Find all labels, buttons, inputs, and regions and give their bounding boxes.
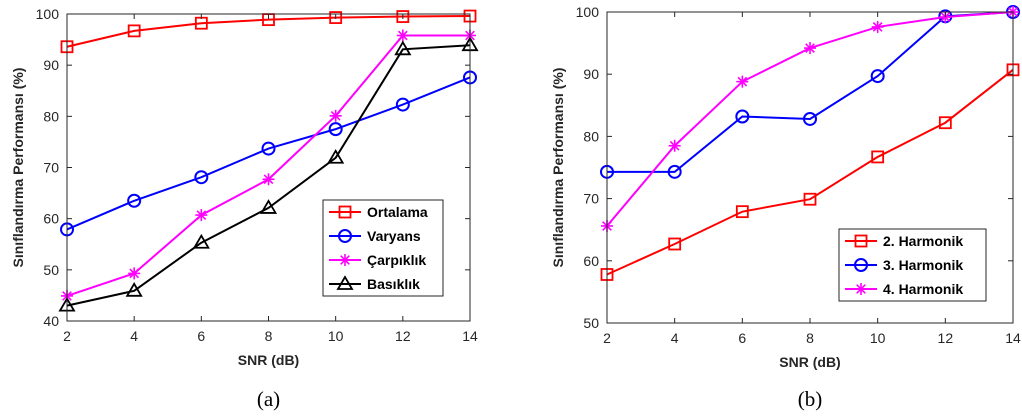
data-point-b-1-2 (668, 237, 682, 251)
legend-label-b-2: 3. Harmonik (883, 257, 963, 273)
data-point-a-2-3 (194, 170, 209, 185)
data-point-b-1-5 (871, 150, 885, 164)
y-tick-label-a: 80 (43, 108, 59, 124)
data-point-a-3-6 (396, 29, 409, 42)
x-tick-label-a: 14 (462, 328, 478, 344)
data-point-b-3-2 (668, 139, 681, 152)
x-tick-label-a: 10 (328, 328, 344, 344)
data-point-a-1-6 (396, 10, 410, 23)
y-tick-label-a: 100 (36, 6, 60, 22)
y-axis-label-a: Sınıflandırma Performansı (%) (10, 68, 26, 268)
data-point-a-3-4 (262, 173, 275, 186)
panel-caption-a: (a) (257, 387, 280, 411)
legend-b: 2. Harmonik 3. Harmonik 4. Harmonik (838, 228, 987, 302)
data-point-b-2-2 (667, 164, 682, 179)
data-point-a-3-2 (128, 267, 141, 280)
y-tick-label-a: 70 (43, 160, 59, 176)
x-tick-label-b: 6 (738, 330, 746, 346)
y-tick-label-a: 90 (43, 57, 59, 73)
data-point-a-4-5 (327, 148, 345, 164)
legend-label-a-1: Ortalama (367, 204, 428, 220)
x-tick-label-b: 8 (806, 330, 814, 346)
y-tick-label-b: 70 (583, 191, 599, 207)
legend-a: Ortalama Varyans Çarpıklık Basıklık (322, 199, 444, 297)
legend-marker-a-4 (336, 275, 354, 290)
data-point-b-2-4 (803, 111, 817, 126)
data-point-a-4-2 (125, 282, 143, 297)
legend-marker-a-2 (338, 229, 352, 243)
data-point-a-2-4 (261, 141, 276, 156)
y-tick-label-b: 90 (583, 66, 599, 82)
data-point-a-2-6 (395, 97, 410, 112)
y-tick-label-a: 50 (43, 262, 59, 278)
data-point-b-2-3 (735, 109, 750, 124)
data-point-a-3-5 (329, 109, 342, 122)
data-point-a-4-6 (394, 40, 412, 56)
legend-label-a-4: Basıklık (367, 276, 420, 292)
legend-label-b-1: 2. Harmonik (883, 233, 963, 249)
data-point-a-4-4 (259, 199, 278, 214)
data-point-b-1-6 (938, 116, 952, 130)
x-axis-label-a: SNR (dB) (238, 352, 299, 368)
x-axis-label-b: SNR (dB) (779, 354, 840, 370)
legend-label-a-3: Çarpıklık (367, 252, 426, 268)
series-line-b-1 (606, 69, 1014, 276)
legend-label-a-2: Varyans (367, 228, 421, 244)
data-point-a-4-3 (192, 233, 210, 249)
y-tick-label-a: 60 (43, 211, 59, 227)
y-tick-label-b: 60 (583, 253, 599, 269)
y-tick-label-b: 80 (583, 128, 599, 144)
x-tick-label-a: 4 (130, 328, 138, 344)
series-line-a-2 (66, 76, 471, 231)
y-tick-label-b: 100 (576, 4, 600, 20)
data-point-b-2-5 (870, 69, 885, 84)
x-tick-label-b: 10 (870, 330, 886, 346)
data-point-b-1-4 (803, 192, 817, 206)
x-tick-label-a: 8 (265, 328, 273, 344)
legend-marker-b-2 (854, 258, 868, 272)
panel-caption-b: (b) (798, 387, 823, 411)
y-tick-label-b: 50 (583, 315, 599, 331)
chart-panel-a: 2 4 6 8 10 12 14 40 50 60 70 80 90 100 SNR (dB) Sınıfla… (10, 6, 479, 411)
y-tick-label-a: 40 (43, 313, 59, 329)
x-tick-label-a: 2 (63, 328, 71, 344)
data-point-a-3-3 (195, 209, 208, 222)
x-tick-label-b: 4 (671, 330, 679, 346)
legend-label-b-3: 4. Harmonik (883, 281, 963, 297)
legend-marker-a-3 (339, 254, 351, 266)
x-tick-label-a: 12 (395, 328, 411, 344)
data-point-b-3-5 (871, 20, 884, 33)
data-point-a-2-5 (328, 122, 343, 137)
legend-marker-b-3 (855, 283, 867, 295)
chart-panel-b: 2 4 6 8 10 12 14 50 60 70 80 90 100 SNR (dB) Sınıfland… (550, 4, 1021, 411)
x-tick-label-b: 12 (938, 330, 954, 346)
data-point-b-3-3 (736, 75, 749, 88)
x-tick-label-b: 2 (603, 330, 611, 346)
x-tick-label-a: 6 (197, 328, 205, 344)
data-point-a-1-5 (329, 11, 343, 24)
y-axis-label-b: Sınıflandırma Performansı (%) (550, 68, 566, 268)
data-point-b-3-4 (804, 42, 816, 55)
series-a-2 (60, 70, 477, 237)
legend-marker-a-1 (338, 205, 352, 219)
data-point-a-1-2 (127, 24, 141, 38)
legend-marker-b-1 (854, 234, 868, 248)
data-point-b-1-3 (735, 205, 749, 219)
series-line-a-4 (66, 44, 471, 307)
data-point-a-2-2 (127, 193, 142, 208)
x-tick-label-b: 14 (1005, 330, 1021, 346)
